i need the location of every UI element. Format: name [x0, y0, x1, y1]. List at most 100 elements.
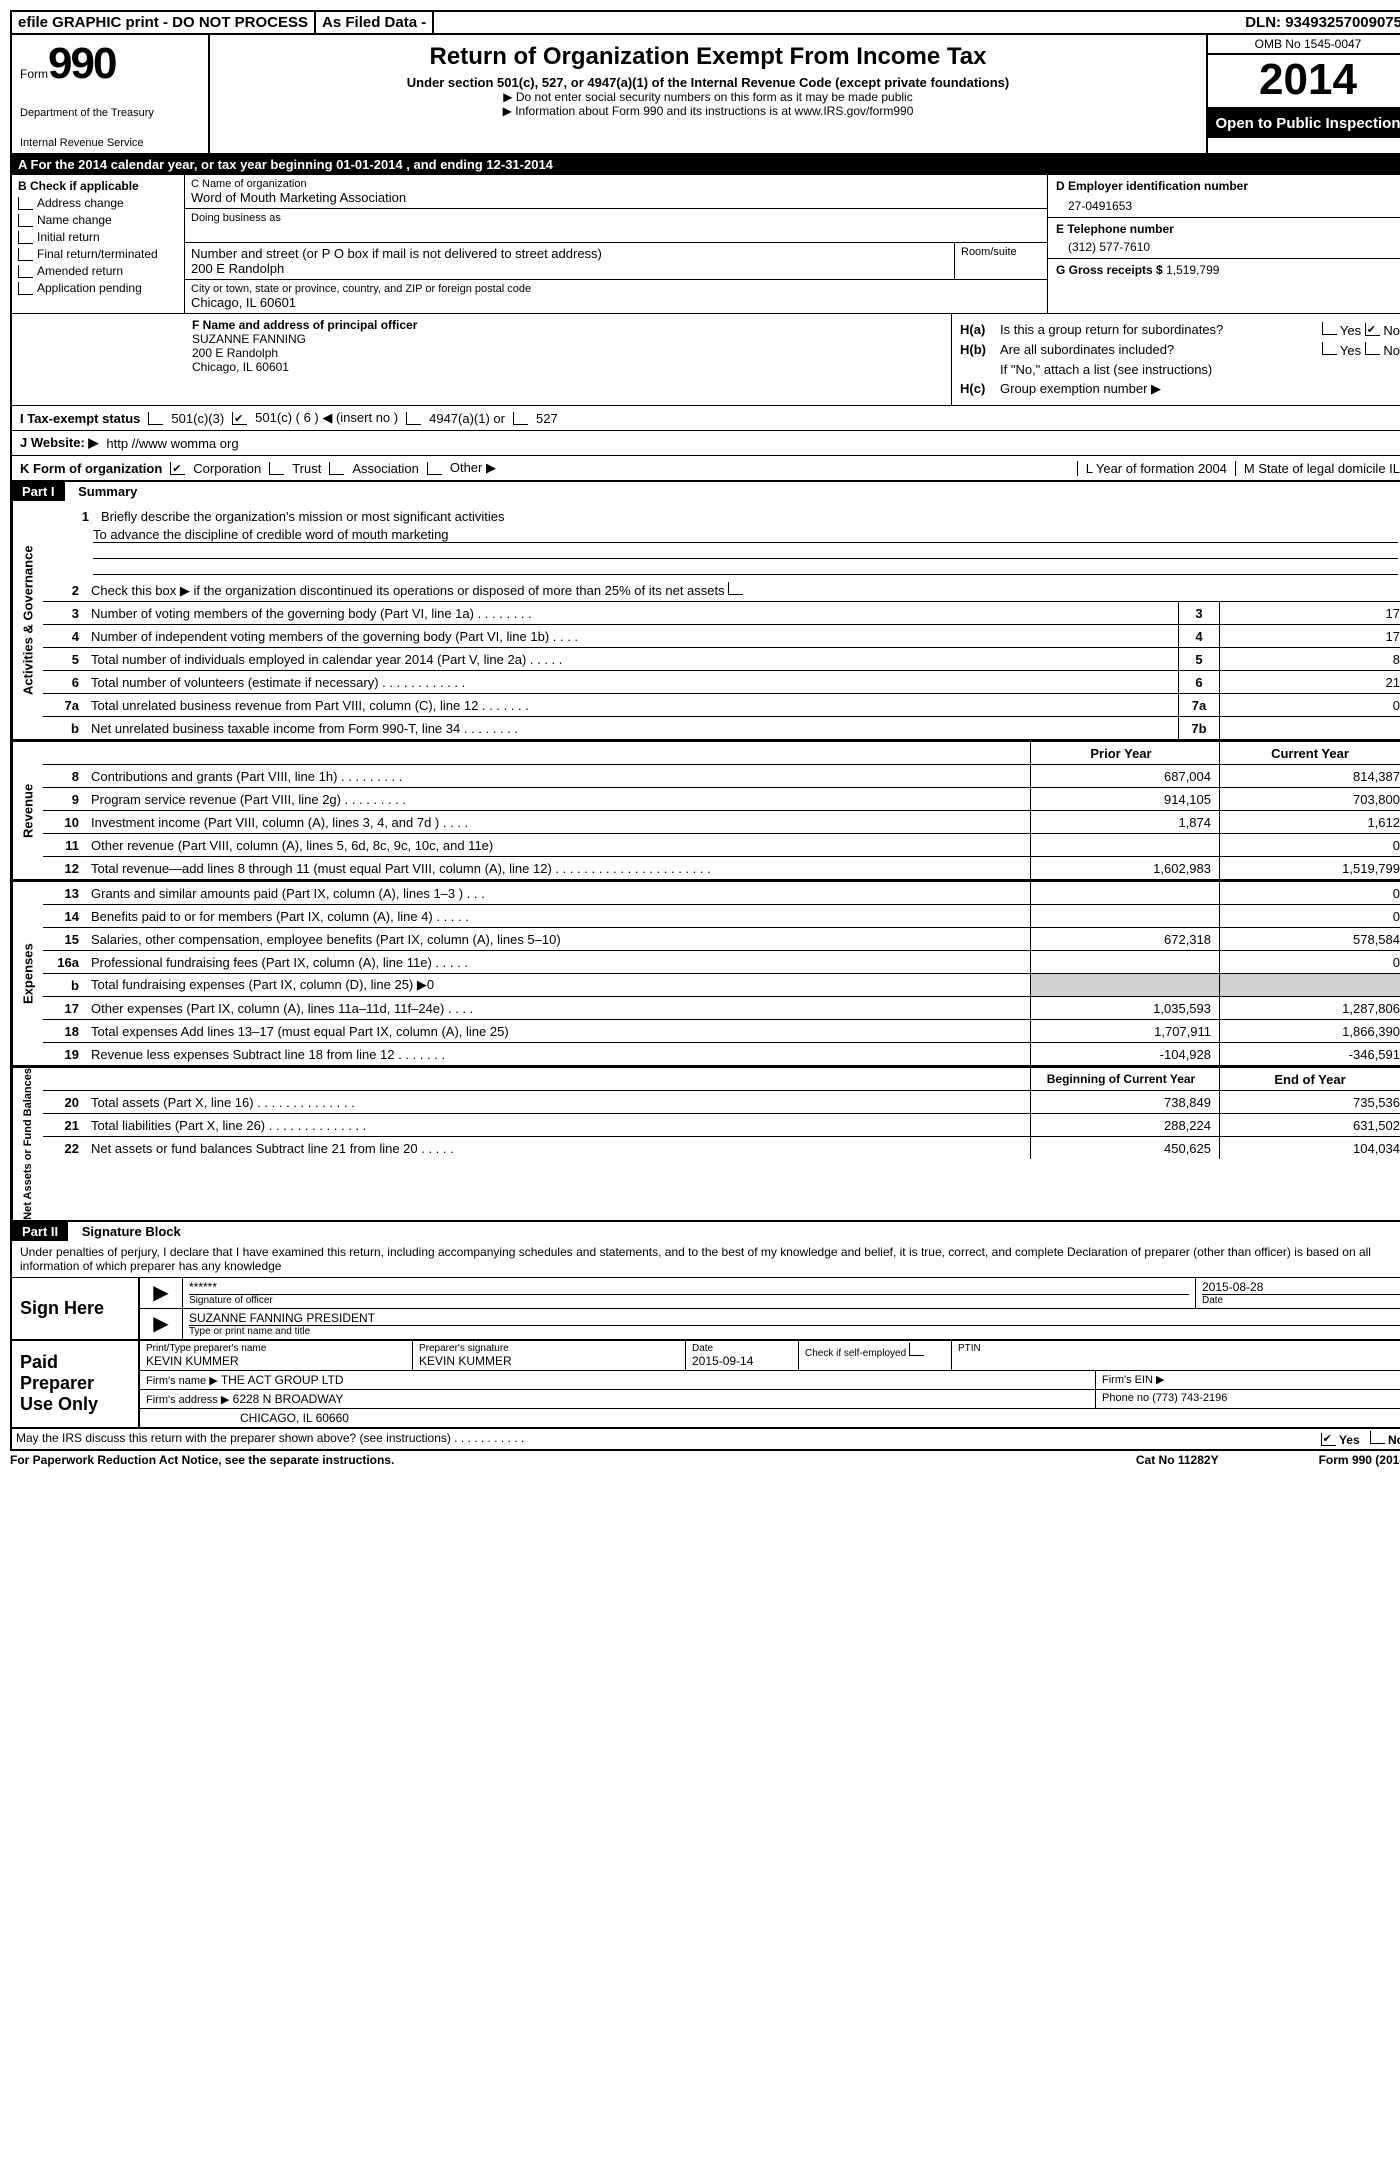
corp-checked	[170, 462, 185, 475]
summary-line: 11Other revenue (Part VIII, column (A), …	[43, 834, 1400, 857]
paperwork-notice: For Paperwork Reduction Act Notice, see …	[10, 1453, 394, 1467]
summary-line: 16aProfessional fundraising fees (Part I…	[43, 951, 1400, 974]
chk-final-return[interactable]: Final return/terminated	[18, 247, 178, 261]
kform-row: K Form of organization Corporation Trust…	[10, 456, 1400, 482]
summary-line: 22Net assets or fund balances Subtract l…	[43, 1137, 1400, 1159]
discuss-yes-chk	[1321, 1433, 1336, 1446]
perjury-statement: Under penalties of perjury, I declare th…	[12, 1241, 1400, 1278]
discuss-row: May the IRS discuss this return with the…	[10, 1429, 1400, 1451]
summary-line: 3Number of voting members of the governi…	[43, 602, 1400, 625]
dept-treasury: Department of the Treasury	[20, 107, 200, 119]
signature-block: Under penalties of perjury, I declare th…	[10, 1241, 1400, 1429]
summary-line: 8Contributions and grants (Part VIII, li…	[43, 765, 1400, 788]
signature-stars: ******	[189, 1280, 1189, 1294]
summary-line: 15Salaries, other compensation, employee…	[43, 928, 1400, 951]
ptin-label: PTIN	[952, 1341, 1400, 1370]
part1-header-row: Part I Summary	[10, 482, 1400, 501]
phone-cell: E Telephone number (312) 577-7610	[1048, 218, 1400, 259]
summary-line: 20Total assets (Part X, line 16) . . . .…	[43, 1091, 1400, 1114]
chk-name-change[interactable]: Name change	[18, 213, 178, 227]
form-title: Return of Organization Exempt From Incom…	[220, 43, 1196, 71]
summary-line: 10Investment income (Part VIII, column (…	[43, 811, 1400, 834]
arrow-icon: ▶	[140, 1309, 183, 1339]
website-row: J Website: ▶ http //www womma org	[10, 431, 1400, 456]
501c-checked	[232, 412, 247, 425]
preparer-name: KEVIN KUMMER	[146, 1354, 406, 1368]
tax-status-row: I Tax-exempt status 501(c)(3) 501(c) ( 6…	[10, 406, 1400, 431]
chk-address-change[interactable]: Address change	[18, 196, 178, 210]
officer-name: SUZANNE FANNING	[192, 332, 943, 346]
officer-city: Chicago, IL 60601	[192, 360, 943, 374]
summary-line: bTotal fundraising expenses (Part IX, co…	[43, 974, 1400, 997]
irs-link[interactable]: www.IRS.gov/form990	[795, 104, 914, 118]
chk-amended[interactable]: Amended return	[18, 264, 178, 278]
summary-line: bNet unrelated business taxable income f…	[43, 717, 1400, 739]
cat-no: Cat No 11282Y	[1136, 1453, 1219, 1467]
form-footer: Form 990 (2014)	[1319, 1453, 1400, 1467]
form-number: 990	[48, 39, 115, 88]
firm-address-1: 6228 N BROADWAY	[233, 1392, 344, 1406]
expenses-section: Expenses 13Grants and similar amounts pa…	[10, 880, 1400, 1066]
form-header: Form990 Department of the Treasury Inter…	[10, 35, 1400, 155]
sig-date: 2015-08-28	[1202, 1280, 1400, 1294]
room-suite-label: Room/suite	[955, 243, 1047, 279]
officer-cell: F Name and address of principal officer …	[184, 314, 952, 405]
b-label: B Check if applicable	[18, 179, 178, 193]
chk-initial-return[interactable]: Initial return	[18, 230, 178, 244]
summary-line: 7aTotal unrelated business revenue from …	[43, 694, 1400, 717]
side-revenue: Revenue	[12, 742, 43, 879]
org-name-cell: C Name of organization Word of Mouth Mar…	[185, 175, 1047, 209]
ein-cell: D Employer identification number 27-0491…	[1048, 175, 1400, 218]
city-state-zip: Chicago, IL 60601	[191, 295, 1041, 310]
col-b-checkboxes: B Check if applicable Address change Nam…	[12, 175, 185, 313]
officer-street: 200 E Randolph	[192, 346, 943, 360]
part2-title: Signature Block	[72, 1224, 181, 1239]
paid-preparer-label: Paid Preparer Use Only	[12, 1341, 140, 1427]
firm-ein: Firm's EIN ▶	[1096, 1371, 1400, 1389]
year-formation: L Year of formation 2004	[1077, 461, 1227, 476]
state-domicile: M State of legal domicile IL	[1235, 461, 1400, 476]
street-row: Number and street (or P O box if mail is…	[185, 243, 1047, 280]
activities-governance-section: Activities & Governance 1Briefly describ…	[10, 501, 1400, 740]
preparer-sig: KEVIN KUMMER	[419, 1354, 679, 1368]
chk-app-pending[interactable]: Application pending	[18, 281, 178, 295]
firm-phone: Phone no (773) 743-2196	[1096, 1390, 1400, 1408]
as-filed: As Filed Data -	[316, 12, 434, 33]
org-name: Word of Mouth Marketing Association	[191, 190, 1041, 205]
part2-header-row: Part II Signature Block	[10, 1222, 1400, 1241]
city-cell: City or town, state or province, country…	[185, 280, 1047, 313]
header-right: OMB No 1545-0047 2014 Open to Public Ins…	[1208, 35, 1400, 153]
side-net: Net Assets or Fund Balances	[12, 1068, 43, 1220]
dln: DLN: 93493257009075	[1239, 12, 1400, 33]
discontinued-chk[interactable]	[728, 582, 743, 595]
self-employed-cell: Check if self-employed	[799, 1341, 952, 1370]
net-assets-section: Net Assets or Fund Balances Beginning of…	[10, 1066, 1400, 1222]
side-expenses: Expenses	[12, 882, 43, 1065]
officer-h-block: F Name and address of principal officer …	[10, 314, 1400, 406]
summary-line: 14Benefits paid to or for members (Part …	[43, 905, 1400, 928]
website-url: http //www womma org	[106, 436, 238, 451]
summary-line: 5Total number of individuals employed in…	[43, 648, 1400, 671]
arrow-icon: ▶	[140, 1278, 183, 1308]
section-a-text: A For the 2014 calendar year, or tax yea…	[12, 155, 559, 174]
summary-line: 6Total number of volunteers (estimate if…	[43, 671, 1400, 694]
revenue-section: Revenue Prior YearCurrent Year 8Contribu…	[10, 740, 1400, 880]
col-right-deg: D Employer identification number 27-0491…	[1048, 175, 1400, 313]
ha-no-checked	[1365, 323, 1380, 336]
preparer-date: 2015-09-14	[692, 1354, 792, 1368]
form-word: Form	[20, 67, 48, 81]
summary-line: 21Total liabilities (Part X, line 26) . …	[43, 1114, 1400, 1137]
col-c-org: C Name of organization Word of Mouth Mar…	[185, 175, 1048, 313]
efile-notice: efile GRAPHIC print - DO NOT PROCESS	[12, 12, 316, 33]
summary-line: 13Grants and similar amounts paid (Part …	[43, 882, 1400, 905]
h-section: H(a) Is this a group return for subordin…	[952, 314, 1400, 405]
summary-line: 9Program service revenue (Part VIII, lin…	[43, 788, 1400, 811]
dba-cell: Doing business as	[185, 209, 1047, 243]
side-activities: Activities & Governance	[12, 501, 43, 739]
ein-value: 27-0491653	[1056, 193, 1400, 213]
gross-receipts-cell: G Gross receipts $ 1,519,799	[1048, 259, 1400, 281]
sign-here-label: Sign Here	[12, 1278, 140, 1339]
summary-line: 19Revenue less expenses Subtract line 18…	[43, 1043, 1400, 1065]
section-a-row: A For the 2014 calendar year, or tax yea…	[10, 155, 1400, 175]
tax-year: 2014	[1208, 55, 1400, 109]
